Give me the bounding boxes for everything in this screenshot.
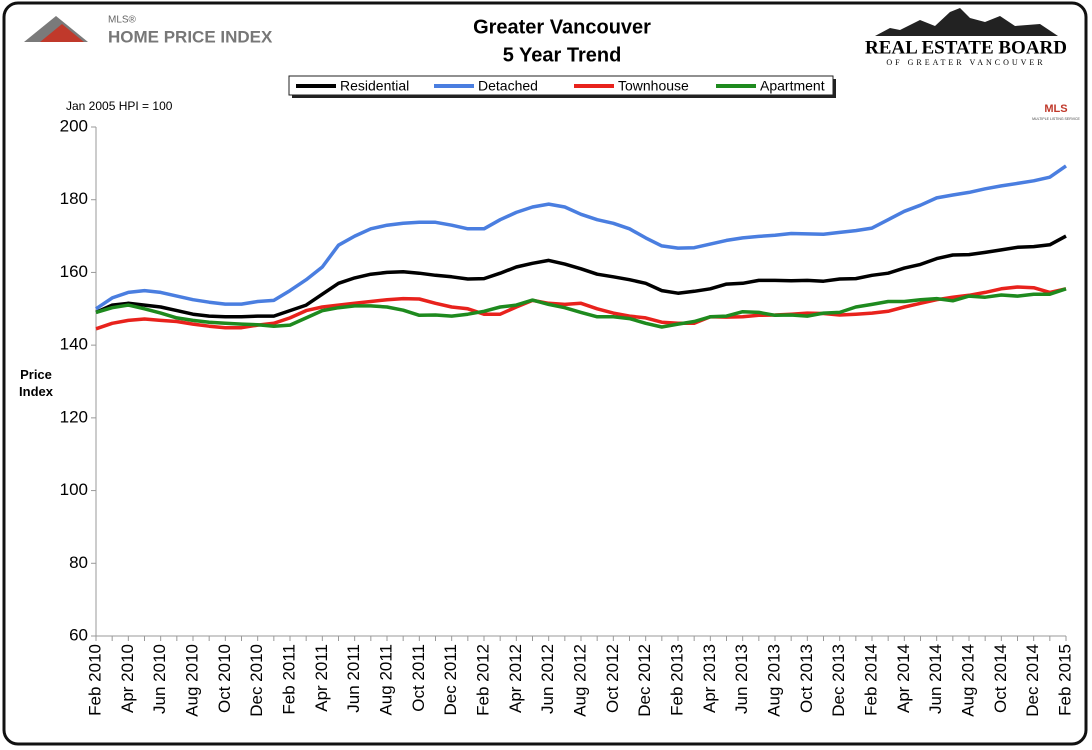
- x-tick-label: Feb 2014: [861, 644, 880, 716]
- x-tick-label: Feb 2013: [667, 644, 686, 716]
- legend-label: Apartment: [760, 78, 825, 94]
- x-tick-label: Oct 2010: [215, 644, 234, 713]
- hpi-logo: HOME PRICE INDEX: [108, 27, 273, 46]
- legend-label: Detached: [478, 78, 538, 94]
- legend-label: Townhouse: [618, 78, 689, 94]
- x-tick-label: Feb 2011: [279, 644, 298, 715]
- x-tick-label: Apr 2010: [118, 644, 137, 713]
- chart-title: Greater Vancouver: [473, 16, 651, 38]
- x-tick-label: Aug 2011: [376, 644, 395, 716]
- x-tick-label: Aug 2010: [182, 644, 201, 717]
- x-tick-label: Dec 2011: [441, 644, 460, 716]
- y-axis-label: Price Index: [19, 367, 53, 399]
- board-sub: OF GREATER VANCOUVER: [886, 58, 1045, 67]
- x-tick-label: Aug 2014: [958, 644, 977, 717]
- legend-box: [288, 75, 834, 96]
- x-tick-label: Oct 2012: [603, 644, 622, 713]
- x-tick-label: Jun 2010: [150, 644, 169, 714]
- y-tick-label: 160: [60, 262, 88, 281]
- logo-roof-red: [40, 24, 84, 42]
- x-tick-label: Apr 2014: [894, 644, 913, 713]
- x-tick-label: Oct 2014: [991, 644, 1010, 713]
- y-tick-label: 120: [60, 407, 88, 426]
- legend: Residential Detached Townhouse Apartment: [296, 78, 825, 94]
- x-tick-label: Dec 2013: [829, 644, 848, 717]
- x-tick-label: Apr 2012: [506, 644, 525, 713]
- x-tick-label: Jun 2011: [344, 644, 363, 713]
- x-tick-label: Aug 2012: [570, 644, 589, 717]
- x-tick-label: Jun 2014: [926, 644, 945, 714]
- x-tick-label: Dec 2010: [247, 644, 266, 717]
- x-tick-label: Feb 2010: [85, 644, 104, 716]
- series-line: [95, 234, 1067, 319]
- note: Jan 2005 HPI = 100: [66, 99, 173, 113]
- y-tick-label: 80: [69, 553, 88, 572]
- y-tick-label: 140: [60, 335, 88, 354]
- series-line: [95, 287, 1067, 329]
- board-logo: REAL ESTATE BOARD: [865, 37, 1067, 58]
- x-tick-label: Aug 2013: [764, 644, 783, 717]
- x-tick-label: Apr 2013: [700, 644, 719, 713]
- x-tick-label: Oct 2011: [409, 644, 428, 712]
- mls-logo-box: [1032, 101, 1082, 121]
- y-tick-label: 200: [60, 116, 88, 135]
- chart-subtitle: 5 Year Trend: [503, 44, 622, 66]
- x-tick-label: Dec 2012: [635, 644, 654, 717]
- series-line: [95, 164, 1068, 311]
- y-tick-label: 60: [69, 625, 88, 644]
- x-tick-label: Apr 2011: [312, 644, 331, 712]
- mls-mark: MLS®: [108, 15, 137, 26]
- x-tick-label: Dec 2014: [1023, 644, 1042, 717]
- x-tick-label: Jun 2013: [732, 644, 751, 714]
- x-tick-label: Feb 2015: [1055, 644, 1074, 716]
- mls-logo: MLS: [1044, 103, 1067, 115]
- legend-label: Residential: [340, 78, 409, 94]
- x-tick-label: Feb 2012: [473, 644, 492, 716]
- mls-logo-sub: MULTIPLE LISTING SERVICE: [1032, 117, 1080, 121]
- y-tick-label: 100: [60, 480, 88, 499]
- y-tick-label: 180: [60, 189, 88, 208]
- x-tick-label: Jun 2012: [538, 644, 557, 714]
- x-tick-label: Oct 2013: [797, 644, 816, 713]
- skyline: [875, 8, 1058, 36]
